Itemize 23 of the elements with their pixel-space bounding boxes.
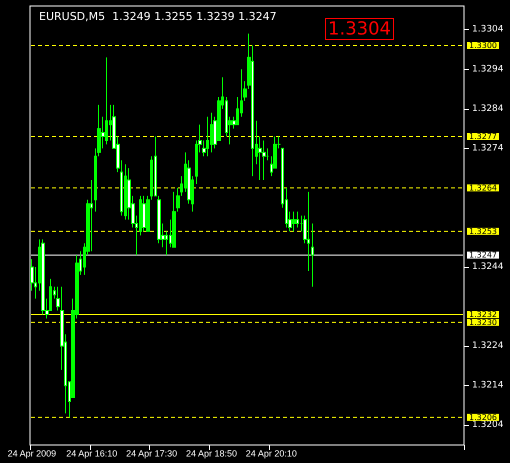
annotation: 1.3304 xyxy=(328,18,391,40)
x-tick-label: 24 Apr 18:50 xyxy=(186,448,237,458)
ref-line-label: 1.3247 xyxy=(469,250,497,260)
ref-line-label: 1.3300 xyxy=(469,41,497,50)
y-tick-label: 1.3274 xyxy=(472,143,504,154)
y-tick-label: 1.3214 xyxy=(472,380,504,391)
y-tick-label: 1.3294 xyxy=(472,64,504,74)
chart-title: EURUSD,M5 1.3249 1.3255 1.3239 1.3247 xyxy=(39,10,277,23)
y-tick-label: 1.3304 xyxy=(472,24,504,35)
y-tick-label: 1.3284 xyxy=(472,104,504,114)
ref-line-label: 1.3206 xyxy=(469,412,497,422)
ref-line-label: 1.3277 xyxy=(469,132,497,142)
x-tick-label: 24 Apr 16:10 xyxy=(66,448,118,458)
ref-line-label: 1.3232 xyxy=(469,310,497,319)
ref-line-label: 1.3253 xyxy=(469,226,497,236)
y-tick-label: 1.3244 xyxy=(472,262,504,272)
y-tick-label: 1.3224 xyxy=(472,341,504,352)
x-tick-label: 24 Apr 2009 xyxy=(8,448,56,458)
ref-line-label: 1.3230 xyxy=(469,318,497,327)
y-tick-label: 1.3204 xyxy=(472,420,504,430)
ref-line-label: 1.3264 xyxy=(469,183,497,192)
x-tick-label: 24 Apr 20:10 xyxy=(246,448,297,458)
x-tick-label: 24 Apr 17:30 xyxy=(126,448,178,458)
